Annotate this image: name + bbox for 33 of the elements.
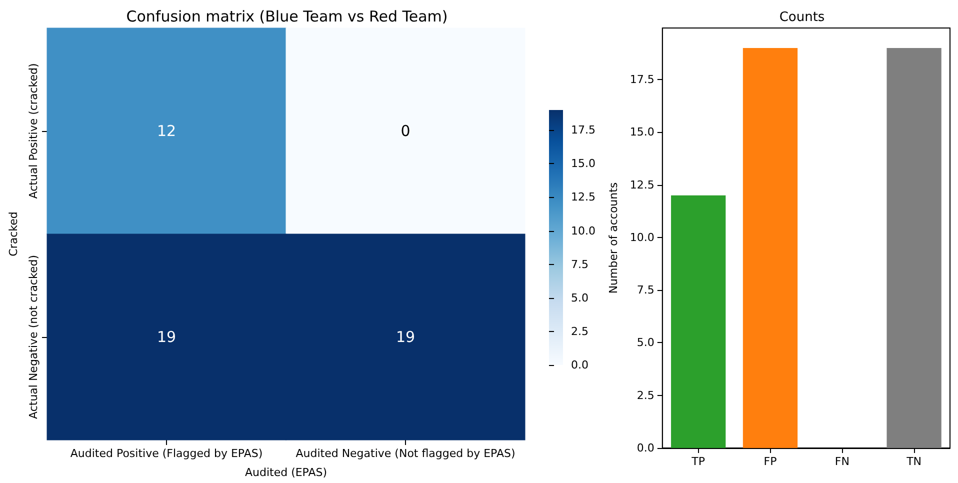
x-tick-label: Audited Negative (Not flagged by EPAS)	[296, 447, 516, 460]
color-bar-label: 5.0	[571, 291, 588, 304]
color-bar-label: 7.5	[571, 258, 588, 271]
y-tick-label: Actual Positive (cracked)	[27, 63, 40, 199]
color-bar-label: 15.0	[571, 157, 596, 170]
y-tick-label: 2.5	[636, 388, 654, 402]
color-bar-label: 0.0	[571, 358, 588, 372]
data-label: 12	[156, 122, 176, 140]
y-tick-label: 7.5	[636, 284, 654, 297]
y-tick-label: Actual Negative (not cracked)	[27, 254, 40, 420]
y-tick-label: 5.0	[636, 336, 654, 350]
x-tick-label: FN	[834, 455, 850, 468]
y-axis-title: Cracked	[7, 212, 20, 256]
chart-title: Confusion matrix (Blue Team vs Red Team)	[126, 8, 448, 26]
color-bar-label: 17.5	[571, 124, 596, 137]
x-tick-label: Audited Positive (Flagged by EPAS)	[70, 447, 263, 460]
color-bar-label: 10.0	[571, 224, 596, 238]
y-tick-label: 10.0	[630, 230, 654, 244]
y-axis-title: Number of accounts	[607, 182, 620, 294]
data-label: 19	[156, 328, 176, 346]
x-tick-label: TN	[906, 455, 922, 468]
x-axis-title: Audited (EPAS)	[244, 466, 328, 479]
x-tick-label: TP	[690, 455, 706, 468]
data-label: 0	[400, 122, 410, 140]
data-label: 19	[396, 328, 416, 346]
y-tick-label: 12.5	[630, 178, 654, 192]
color-bar-label: 2.5	[571, 324, 588, 338]
y-tick-label: 0.0	[636, 442, 654, 454]
y-tick-label: 17.5	[630, 73, 654, 86]
chart-title: Counts	[779, 10, 825, 25]
x-tick-label: FP	[764, 455, 778, 468]
color-bar-label: 12.5	[571, 190, 596, 204]
y-tick-label: 15.0	[630, 126, 654, 139]
